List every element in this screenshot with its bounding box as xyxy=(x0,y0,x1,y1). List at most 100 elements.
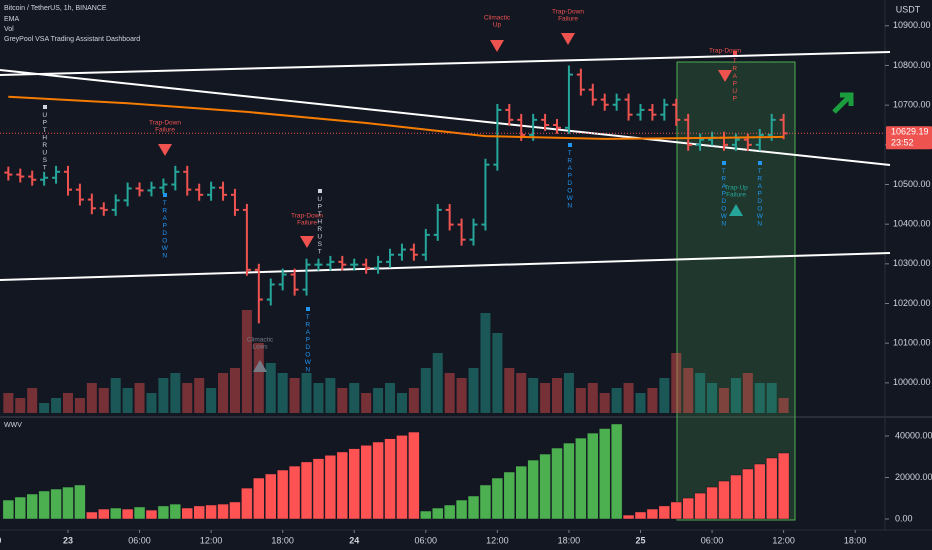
wwv-bar xyxy=(348,448,360,520)
y-tick-label: 0.00 xyxy=(895,513,913,523)
annotation-label: Trap-Up xyxy=(724,185,748,192)
volume-bar xyxy=(778,398,789,413)
wwv-bar xyxy=(300,461,313,520)
volume-bar xyxy=(194,378,205,413)
wwv-bar xyxy=(765,457,778,520)
x-tick-label: 25 xyxy=(635,535,645,545)
x-tick-label: 18:00 xyxy=(271,535,294,545)
pane-title: WWV xyxy=(4,422,22,429)
x-tick-label: 00 xyxy=(0,535,1,545)
wwv-bar xyxy=(181,507,194,520)
annotation-dot xyxy=(163,193,167,197)
volume-bar xyxy=(623,383,634,413)
vertical-annotation: TRAPDOWN xyxy=(303,314,311,374)
vertical-annotation: TRAPUP xyxy=(731,58,738,103)
volume-bar xyxy=(74,398,85,413)
volume-bar xyxy=(146,393,157,413)
volume-bar xyxy=(468,368,479,413)
indicator-label: EMA xyxy=(4,16,20,23)
volume-bar xyxy=(218,373,229,413)
volume-bar xyxy=(98,388,109,413)
signal-arrow xyxy=(832,92,854,114)
wwv-bar xyxy=(706,486,718,520)
wwv-bar xyxy=(646,508,659,520)
wwv-bar xyxy=(62,486,74,520)
x-tick-label: 18:00 xyxy=(844,535,867,545)
wwv-bar xyxy=(431,507,444,520)
wwv-bar xyxy=(109,507,122,520)
annotation-dot xyxy=(43,105,47,109)
vertical-annotation: TRAPDOWN xyxy=(719,168,727,228)
wwv-bar xyxy=(276,469,289,520)
wwv-bar xyxy=(420,510,432,520)
x-tick-label: 24 xyxy=(349,535,359,545)
volume-bar xyxy=(444,373,455,413)
signal-triangle xyxy=(729,204,743,216)
wwv-bar xyxy=(575,437,587,520)
volume-bar xyxy=(62,393,73,413)
volume-bar xyxy=(15,398,26,413)
wwv-bar xyxy=(384,438,396,520)
volume-bar xyxy=(396,393,407,413)
volume-bar xyxy=(265,363,276,413)
wwv-bar xyxy=(396,435,408,520)
volume-bar xyxy=(27,388,38,413)
volume-bar xyxy=(361,393,372,413)
volume-bar xyxy=(325,378,336,413)
trend-line xyxy=(0,252,891,281)
signal-triangle xyxy=(300,236,314,248)
wwv-bar xyxy=(563,442,575,520)
signal-triangle xyxy=(158,144,172,156)
volume-bar xyxy=(456,378,467,413)
annotation-dot xyxy=(318,189,322,193)
volume-bar xyxy=(480,313,491,413)
ema-line xyxy=(8,95,784,140)
wwv-bar xyxy=(157,505,170,520)
wwv-bar xyxy=(133,506,146,520)
annotation-label: Failure xyxy=(726,192,746,199)
y-tick-label: 40000.00 xyxy=(895,430,932,440)
volume-bar xyxy=(229,368,240,413)
volume-bar xyxy=(3,393,14,413)
wwv-bar xyxy=(253,477,265,520)
y-tick-label: 10800.00 xyxy=(893,60,931,70)
x-tick-label: 06:00 xyxy=(128,535,151,545)
annotation-label: Lows xyxy=(252,344,268,351)
wwv-bar xyxy=(264,473,277,520)
volume-bar xyxy=(373,388,384,413)
wwv-bar xyxy=(86,511,98,520)
y-tick-label: 10200.00 xyxy=(893,298,931,308)
volume-bar xyxy=(563,373,574,413)
volume-bar xyxy=(170,373,181,413)
wwv-bar xyxy=(50,488,62,520)
vertical-annotation: TRAPDOWN xyxy=(755,168,763,228)
wwv-bar xyxy=(515,465,527,520)
last-price-label: 10629.19 xyxy=(891,127,929,137)
main-layer: ClimacticUpTrap-DownFailureTrap-DownFail… xyxy=(2,9,790,520)
wwv-bar xyxy=(193,505,205,520)
volume-bar xyxy=(134,383,145,413)
price-tag xyxy=(886,126,932,150)
wwv-bar xyxy=(324,455,337,520)
wwv-bar xyxy=(718,480,730,520)
wwv-bar xyxy=(205,504,217,520)
volume-bar xyxy=(718,388,729,413)
wwv-bar xyxy=(658,505,671,520)
volume-bar xyxy=(540,383,551,413)
wwv-bar xyxy=(742,468,754,520)
wwv-bar xyxy=(455,499,468,520)
volume-bar xyxy=(730,378,741,413)
volume-bar xyxy=(337,388,348,413)
wwv-bar xyxy=(491,477,504,520)
wwv-bar xyxy=(670,501,683,520)
volume-bar xyxy=(766,383,777,413)
wwv-bar xyxy=(730,474,742,520)
wwv-bar xyxy=(777,452,790,520)
wwv-bar xyxy=(312,458,325,520)
volume-bar xyxy=(587,383,598,413)
wwv-bar xyxy=(622,514,635,520)
y-tick-label: 10900.00 xyxy=(893,20,931,30)
wwv-bar xyxy=(467,495,480,520)
annotation-label: Trap-Down xyxy=(291,213,323,220)
